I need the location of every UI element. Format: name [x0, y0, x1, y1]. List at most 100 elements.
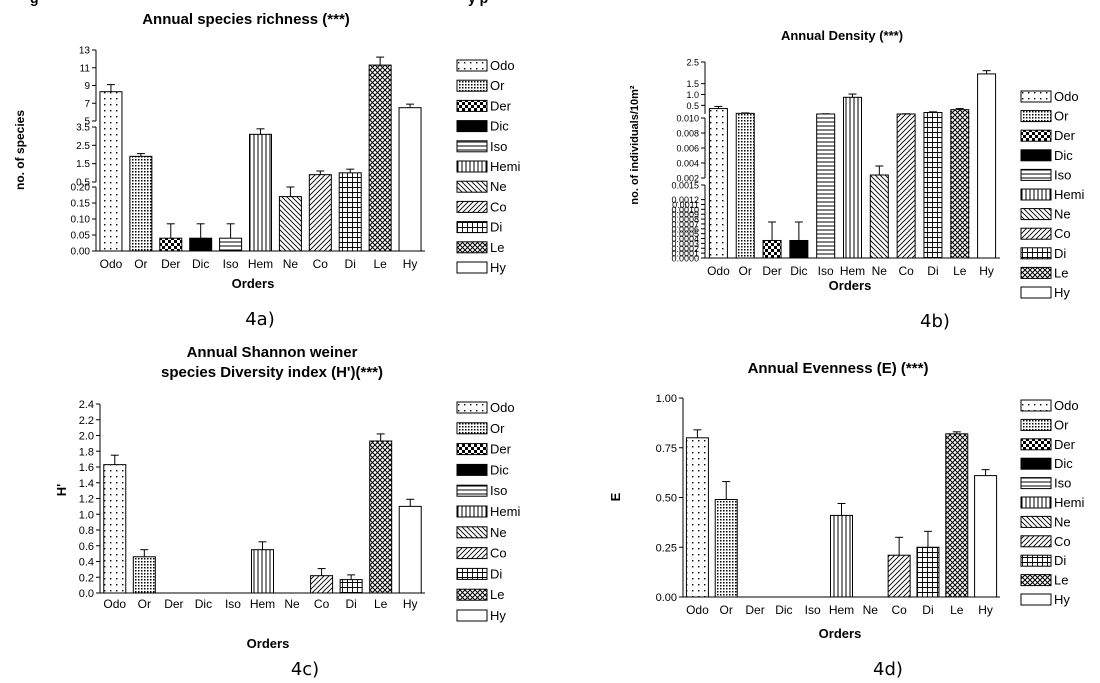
y-tick-label: 0.008 [676, 129, 699, 139]
y-tick-label: 1.5 [76, 159, 90, 170]
y-tick-label: 0.0008 [671, 215, 699, 225]
x-tick-label: Hy [403, 597, 418, 611]
bar-le [945, 433, 969, 598]
bar-di [916, 546, 940, 598]
y-tick-label: 1.0 [686, 90, 699, 100]
legend-item-odo: Odo [456, 58, 515, 73]
legend-label: Iso [490, 483, 507, 498]
bar-or [129, 155, 153, 252]
legend-item-iso: Iso [1020, 476, 1071, 491]
legend-swatch [1020, 188, 1052, 201]
bar-hem [843, 96, 862, 259]
legend-item-hy: Hy [1020, 592, 1070, 607]
legend-label: Dic [1054, 456, 1073, 471]
legend-label: Or [490, 421, 505, 436]
legend-swatch [1020, 574, 1052, 587]
y-tick-label: 1.6 [79, 462, 94, 474]
y-tick-label: 0.002 [676, 174, 699, 184]
x-tick-label: Or [138, 597, 151, 611]
y-tick-label: 11 [80, 63, 91, 74]
x-tick-label: Or [134, 257, 147, 271]
y-tick-label: 0.10 [71, 215, 91, 226]
legend-item-hy: Hy [456, 608, 506, 623]
y-tick-label: 1.0 [79, 509, 94, 521]
y-tick-label: 0.0 [79, 588, 94, 600]
x-tick-label: Dic [790, 264, 807, 278]
bar-dic [189, 237, 213, 252]
legend-item-co: Co [1020, 226, 1071, 241]
chart-title: Annual Evenness (E) (***) [748, 360, 929, 377]
bar-or [132, 556, 156, 594]
bar-hem [830, 514, 853, 598]
x-tick-label: Hy [403, 257, 418, 271]
legend-swatch [1020, 168, 1052, 181]
bar-ne [869, 174, 889, 259]
legend-item-hemi: Hemi [1020, 187, 1084, 202]
bar-co [310, 575, 334, 594]
x-tick-labels: Odo Or Der Dic Iso Hem Ne Co Di Le Hy [707, 264, 994, 278]
legend-item-iso: Iso [1020, 167, 1071, 182]
legend-swatch [1020, 266, 1052, 279]
y-tick-label: 2.0 [79, 431, 94, 443]
x-axis-label: Orders [819, 626, 862, 641]
y-axis-ticks: 0.00 0.25 0.50 0.75 1.00 [656, 393, 1000, 604]
legend-label: Hy [490, 260, 506, 275]
legend-label: Di [490, 220, 502, 235]
y-axis-label: no. of individuals/10m² [629, 85, 641, 205]
legend-item-co: Co [456, 546, 507, 561]
x-tick-label: Co [314, 597, 330, 611]
legend-label: Le [1054, 573, 1068, 588]
legend-item-or: Or [456, 78, 505, 93]
legend-swatch [456, 422, 488, 435]
legend-label: Hemi [490, 159, 520, 174]
legend-d: Odo Or Der Dic Iso Hemi Ne Co Di Le Hy [1020, 398, 1084, 607]
legend-swatch [456, 99, 488, 112]
x-tick-label: Iso [818, 264, 834, 278]
bars [99, 56, 422, 252]
y-tick-label: 0.05 [71, 231, 91, 242]
x-tick-label: Ne [863, 603, 879, 617]
x-tick-label: Odo [100, 257, 123, 271]
legend-swatch [1020, 438, 1052, 451]
bar-odo [103, 464, 127, 594]
legend-swatch [456, 401, 488, 414]
chart-title: Annual Density (***) [781, 28, 903, 43]
legend-swatch [456, 463, 488, 476]
y-tick-label: 0.50 [656, 493, 677, 505]
legend-label: Dic [490, 119, 509, 134]
legend-item-hy: Hy [1020, 285, 1070, 300]
legend-label: Hy [490, 608, 506, 623]
legend-item-di: Di [1020, 246, 1066, 261]
x-tick-label: Or [739, 264, 752, 278]
legend-label: Dic [1054, 148, 1073, 163]
legend-item-or: Or [1020, 109, 1069, 124]
legend-label: Hy [1054, 285, 1070, 300]
y-tick-label: 3.5 [76, 123, 90, 134]
legend-item-iso: Iso [456, 139, 507, 154]
bar-hy [398, 505, 422, 594]
legend-swatch [1020, 418, 1052, 431]
y-tick-label: 2.5 [686, 58, 699, 68]
x-tick-label: Di [345, 257, 356, 271]
chart-title: Annual species richness (***) [142, 11, 350, 28]
x-tick-label: Odo [707, 264, 730, 278]
legend-item-odo: Odo [456, 400, 515, 415]
bar-hem [251, 549, 274, 594]
bar-odo [708, 108, 728, 259]
legend-label: Iso [1054, 167, 1071, 182]
x-tick-label: Iso [225, 597, 241, 611]
y-tick-label: 7 [84, 99, 90, 110]
y-tick-label: 1.8 [79, 446, 94, 458]
bar-le [368, 64, 392, 252]
legend-swatch [456, 79, 488, 92]
y-tick-label: 0.0012 [671, 195, 699, 205]
panel-caption: 4a) [245, 309, 275, 330]
legend-item-le: Le [1020, 573, 1068, 588]
y-tick-label: 1.5 [686, 79, 699, 89]
legend-item-ne: Ne [456, 179, 507, 194]
legend-swatch [456, 505, 488, 518]
legend-item-dic: Dic [1020, 148, 1073, 163]
legend-c: Odo Or Der Dic Iso Hemi Ne Co Di Le Hy [456, 400, 520, 623]
bars [685, 429, 998, 598]
legend-item-le: Le [1020, 265, 1068, 280]
